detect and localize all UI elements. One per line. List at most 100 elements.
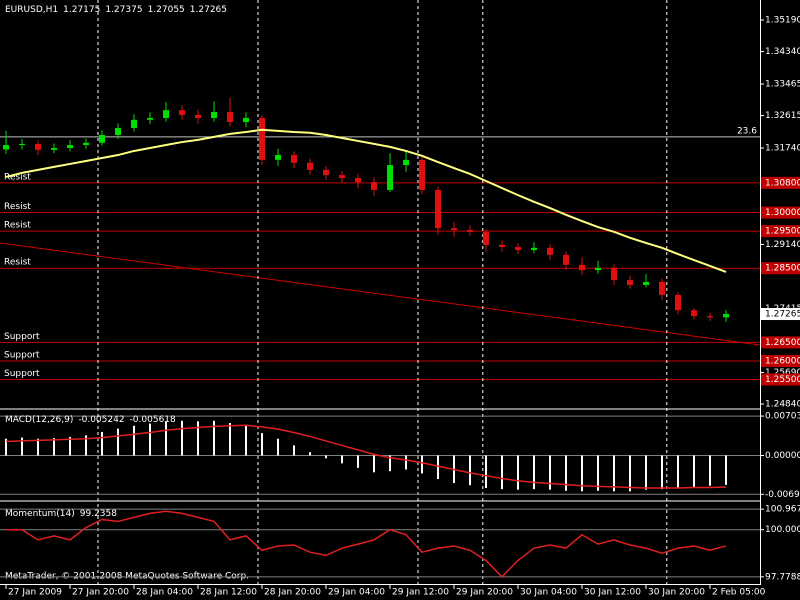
y-tick-label: 0.000000 — [765, 451, 800, 461]
candle-body — [35, 143, 41, 150]
x-tick-label: 28 Jan 12:00 — [200, 588, 257, 598]
candle-body — [707, 316, 713, 318]
macd-signal — [5, 424, 727, 489]
level-price-box — [761, 262, 800, 275]
title-part: -0.005242 — [78, 415, 124, 425]
candle-body — [83, 142, 89, 146]
x-tick-label: 28 Jan 20:00 — [264, 588, 321, 598]
candle-body — [339, 175, 345, 179]
title-part: Momentum(14) — [5, 509, 75, 519]
candle-body — [483, 231, 489, 245]
candle-body — [3, 145, 9, 150]
level-price-box — [761, 336, 800, 349]
candle-body — [179, 110, 185, 115]
y-tick-label: 1.25690 — [765, 368, 800, 378]
level-price: 1.25500 — [765, 375, 800, 385]
candle-body — [275, 155, 281, 160]
y-tick-label: 1.33465 — [765, 79, 800, 89]
level-name: Support — [4, 369, 40, 379]
level-name: Resist — [4, 202, 31, 212]
fibo-label: 23.6 — [737, 126, 757, 136]
level-name: Resist — [4, 258, 31, 268]
title-part: 1.27375 — [105, 5, 142, 15]
level-price-box — [761, 354, 800, 367]
candle-body — [323, 169, 329, 176]
candle-body — [723, 314, 729, 318]
x-tick-label: 29 Jan 04:00 — [328, 588, 385, 598]
candle-body — [195, 114, 201, 118]
y-tick-label: -0.00692 — [765, 490, 800, 500]
y-tick-label: 1.34340 — [765, 47, 800, 57]
candle-body — [659, 281, 665, 295]
y-tick-label: 1.32615 — [765, 111, 800, 121]
candle-body — [99, 135, 105, 143]
x-tick-label: 30 Jan 04:00 — [520, 588, 577, 598]
candle-body — [387, 165, 393, 190]
y-tick-label: 100.0000 — [765, 525, 800, 535]
candle-body — [579, 264, 585, 271]
candle-body — [371, 182, 377, 190]
y-tick-label: 97.7788 — [765, 572, 800, 582]
y-tick-label: 1.31740 — [765, 143, 800, 153]
candle-body — [307, 162, 313, 170]
candle-body — [547, 247, 553, 255]
candle-body — [515, 247, 521, 251]
level-price: 1.29500 — [765, 227, 800, 237]
candle-body — [291, 155, 297, 163]
candle-body — [611, 267, 617, 281]
y-tick-label: 0.007035 — [765, 412, 800, 422]
x-tick-label: 29 Jan 20:00 — [456, 588, 513, 598]
title-part: -0.005618 — [130, 415, 176, 425]
candle-body — [147, 117, 153, 120]
y-tick-label: 100.9672 — [765, 505, 800, 515]
level-name: Resist — [4, 172, 31, 182]
candle-body — [163, 110, 169, 118]
x-tick-label: 28 Jan 04:00 — [136, 588, 193, 598]
level-price-box — [761, 225, 800, 238]
candle-body — [451, 228, 457, 230]
x-tick-label: 2 Feb 05:00 — [712, 588, 766, 598]
y-tick-label: 1.24840 — [765, 399, 800, 409]
level-price: 1.26000 — [765, 356, 800, 366]
candle-body — [355, 178, 361, 183]
candle-body — [403, 159, 409, 166]
level-name: Support — [4, 350, 40, 360]
level-name: Support — [4, 332, 40, 342]
title-part: MACD(12,26,9) — [5, 415, 73, 425]
y-tick-label: 1.29140 — [765, 240, 800, 250]
x-tick-label: 30 Jan 12:00 — [584, 588, 641, 598]
current-price: 1.27265 — [765, 310, 800, 320]
candle-body — [243, 117, 249, 123]
title-part: 1.27175 — [63, 5, 100, 15]
candle-body — [643, 281, 649, 285]
candle-body — [227, 112, 233, 123]
moving-average — [5, 128, 727, 273]
current-price-box — [761, 308, 800, 321]
trend-line — [0, 242, 761, 346]
title-part: 1.27055 — [148, 5, 185, 15]
x-tick-label: 30 Jan 20:00 — [648, 588, 705, 598]
indicator-title: MACD(12,26,9) -0.005242 -0.005618 — [5, 415, 176, 425]
candle-body — [259, 117, 265, 160]
level-price-box — [761, 176, 800, 189]
candle-body — [627, 280, 633, 285]
level-price-box — [761, 373, 800, 386]
title-part: 1.27265 — [190, 5, 227, 15]
candle-body — [131, 119, 137, 128]
candle-body — [435, 189, 441, 229]
candle-body — [499, 244, 505, 248]
level-price: 1.30800 — [765, 178, 800, 188]
candle-body — [19, 143, 25, 146]
level-price: 1.30000 — [765, 208, 800, 218]
x-tick-label: 27 Jan 20:00 — [72, 588, 129, 598]
y-tick-label: 1.35190 — [765, 15, 800, 25]
x-tick-label: 27 Jan 2009 — [8, 588, 62, 598]
candle-body — [531, 247, 537, 251]
candle-body — [211, 112, 217, 118]
candle-body — [467, 229, 473, 232]
title-part: EURUSD,H1 — [5, 5, 58, 15]
candle-body — [691, 310, 697, 317]
indicator-title: Momentum(14) 99.2358 — [5, 509, 117, 519]
